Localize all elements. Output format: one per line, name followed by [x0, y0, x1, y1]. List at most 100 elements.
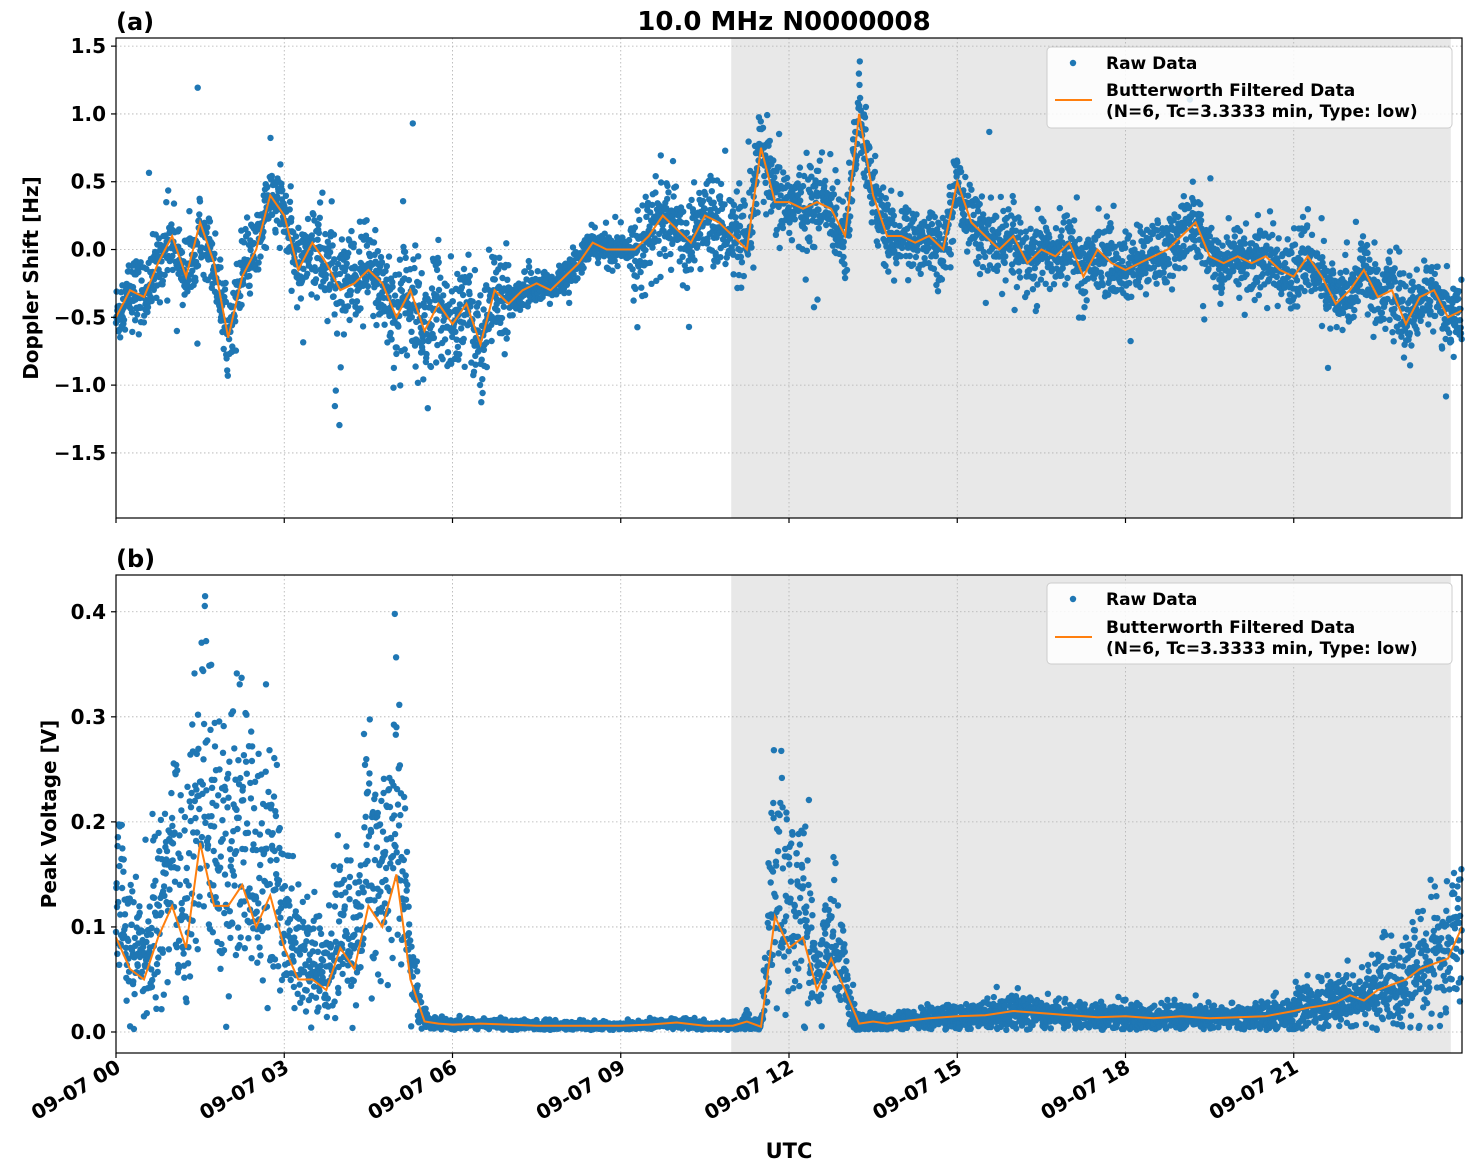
- panel-a-raw-point: [749, 229, 756, 236]
- panel-b-raw-point: [273, 761, 281, 769]
- panel-a-raw-point: [456, 301, 464, 308]
- panel-a-raw-point: [204, 224, 211, 231]
- panel-a-raw-point: [222, 298, 230, 305]
- panel-a-raw-point: [440, 292, 447, 299]
- panel-a-raw-point: [1301, 287, 1308, 295]
- panel-a-raw-point: [350, 240, 357, 247]
- panel-b-raw-point: [221, 871, 229, 878]
- panel-b-raw-point: [187, 804, 195, 811]
- panel-a-raw-point: [1363, 241, 1371, 249]
- panel-a-raw-point: [343, 260, 350, 267]
- panel-a-raw-point: [1058, 272, 1065, 279]
- panel-a-raw-point: [1225, 215, 1232, 222]
- panel-a-raw-point: [488, 337, 495, 345]
- panel-a-raw-point: [1002, 221, 1010, 229]
- panel-a-raw-point: [840, 238, 847, 245]
- panel-a-raw-point: [823, 221, 830, 229]
- panel-a-raw-point: [400, 243, 407, 251]
- panel-a-raw-point: [326, 249, 334, 256]
- panel-b-raw-point: [192, 937, 199, 944]
- panel-a-raw-point: [834, 178, 841, 186]
- panel-a-raw-point: [832, 167, 839, 174]
- panel-a-legend-raw-label: Raw Data: [1106, 54, 1197, 74]
- panel-b-raw-point: [204, 842, 212, 849]
- panel-a-raw-point: [387, 329, 394, 337]
- panel-a-raw-point: [1015, 268, 1023, 275]
- panel-b-raw-point: [303, 938, 310, 945]
- panel-a-raw-point: [702, 191, 709, 198]
- panel-a-legend: Raw Data Butterworth Filtered Data (N=6,…: [1046, 46, 1453, 129]
- panel-a-raw-point: [221, 286, 229, 293]
- panel-a-raw-point: [418, 270, 425, 277]
- panel-a-raw-point: [1291, 241, 1299, 248]
- panel-a-raw-point: [845, 232, 853, 239]
- panel-a-raw-point: [393, 350, 400, 358]
- panel-a-raw-point: [1254, 211, 1262, 219]
- panel-a-raw-point: [980, 211, 987, 218]
- panel-a-raw-point: [435, 286, 443, 294]
- panel-a-raw-point: [206, 218, 214, 225]
- panel-a-raw-point: [144, 304, 152, 311]
- panel-a-raw-point: [1142, 291, 1150, 298]
- figure-title: 10.0 MHz N0000008: [637, 7, 930, 37]
- panel-b-raw-point: [158, 1006, 165, 1013]
- panel-b-raw-point: [149, 976, 156, 984]
- panel-a-raw-point: [974, 260, 981, 267]
- panel-a-raw-point: [194, 262, 202, 269]
- panel-b-raw-point: [174, 767, 181, 774]
- panel-a-raw-point: [710, 199, 717, 206]
- panel-a-raw-point: [1400, 354, 1408, 361]
- panel-a-raw-point: [893, 260, 900, 267]
- panel-a-raw-point: [300, 339, 307, 346]
- panel-a-raw-point: [1382, 325, 1389, 332]
- panel-b-raw-point: [176, 832, 183, 839]
- panel-a-raw-point: [460, 335, 467, 343]
- panel-a-raw-point: [657, 152, 664, 159]
- panel-a-raw-point: [829, 242, 837, 249]
- panel-b-raw-point: [177, 854, 184, 861]
- panel-a-raw-point: [364, 283, 372, 290]
- panel-b-raw-point: [255, 900, 262, 907]
- panel-b-raw-point: [219, 817, 226, 824]
- panel-b-raw-point: [229, 708, 237, 715]
- panel-a-raw-point: [1052, 225, 1060, 232]
- panel-a-raw-point: [470, 368, 478, 375]
- panel-b-raw-point: [341, 876, 348, 884]
- panel-b-raw-point: [226, 846, 234, 853]
- panel-a-raw-point: [483, 339, 490, 346]
- panel-a-raw-point: [809, 192, 816, 200]
- panel-a-raw-point: [981, 253, 989, 260]
- panel-b-raw-point: [231, 882, 238, 889]
- panel-b-raw-point: [119, 845, 126, 852]
- panel-b-raw-point: [271, 754, 278, 762]
- panel-a-raw-point: [1360, 255, 1367, 263]
- panel-b-raw-point: [239, 783, 247, 791]
- panel-a-raw-point: [998, 290, 1006, 298]
- panel-a-raw-point: [430, 334, 438, 341]
- panel-a-raw-point: [897, 190, 904, 198]
- panel-b-raw-point: [258, 820, 265, 827]
- panel-b-raw-point: [225, 993, 232, 1000]
- panel-a-raw-point: [304, 270, 311, 277]
- panel-a-raw-point: [153, 294, 160, 301]
- panel-a-raw-point: [1319, 254, 1326, 261]
- panel-a-raw-point: [872, 152, 879, 160]
- panel-a-raw-point: [1371, 239, 1378, 246]
- panel-a-label: (a): [116, 8, 154, 36]
- panel-b-raw-point: [266, 747, 273, 754]
- panel-b-raw-point: [286, 927, 293, 934]
- panel-a-raw-point: [1372, 261, 1379, 268]
- panel-a-raw-point: [521, 268, 529, 275]
- panel-b-raw-point: [136, 909, 143, 917]
- panel-a-raw-point: [810, 304, 818, 311]
- panel-a-raw-point: [753, 200, 760, 208]
- panel-a-raw-point: [968, 186, 975, 193]
- panel-a-raw-point: [1242, 220, 1250, 227]
- panel-a-raw-point: [477, 292, 484, 299]
- panel-a-raw-point: [1064, 274, 1071, 282]
- panel-a-raw-point: [1071, 217, 1078, 224]
- panel-a-raw-point: [121, 326, 129, 333]
- panel-a-raw-point: [306, 255, 313, 262]
- panel-b-raw-point: [299, 898, 306, 906]
- panel-a-raw-point: [274, 193, 281, 200]
